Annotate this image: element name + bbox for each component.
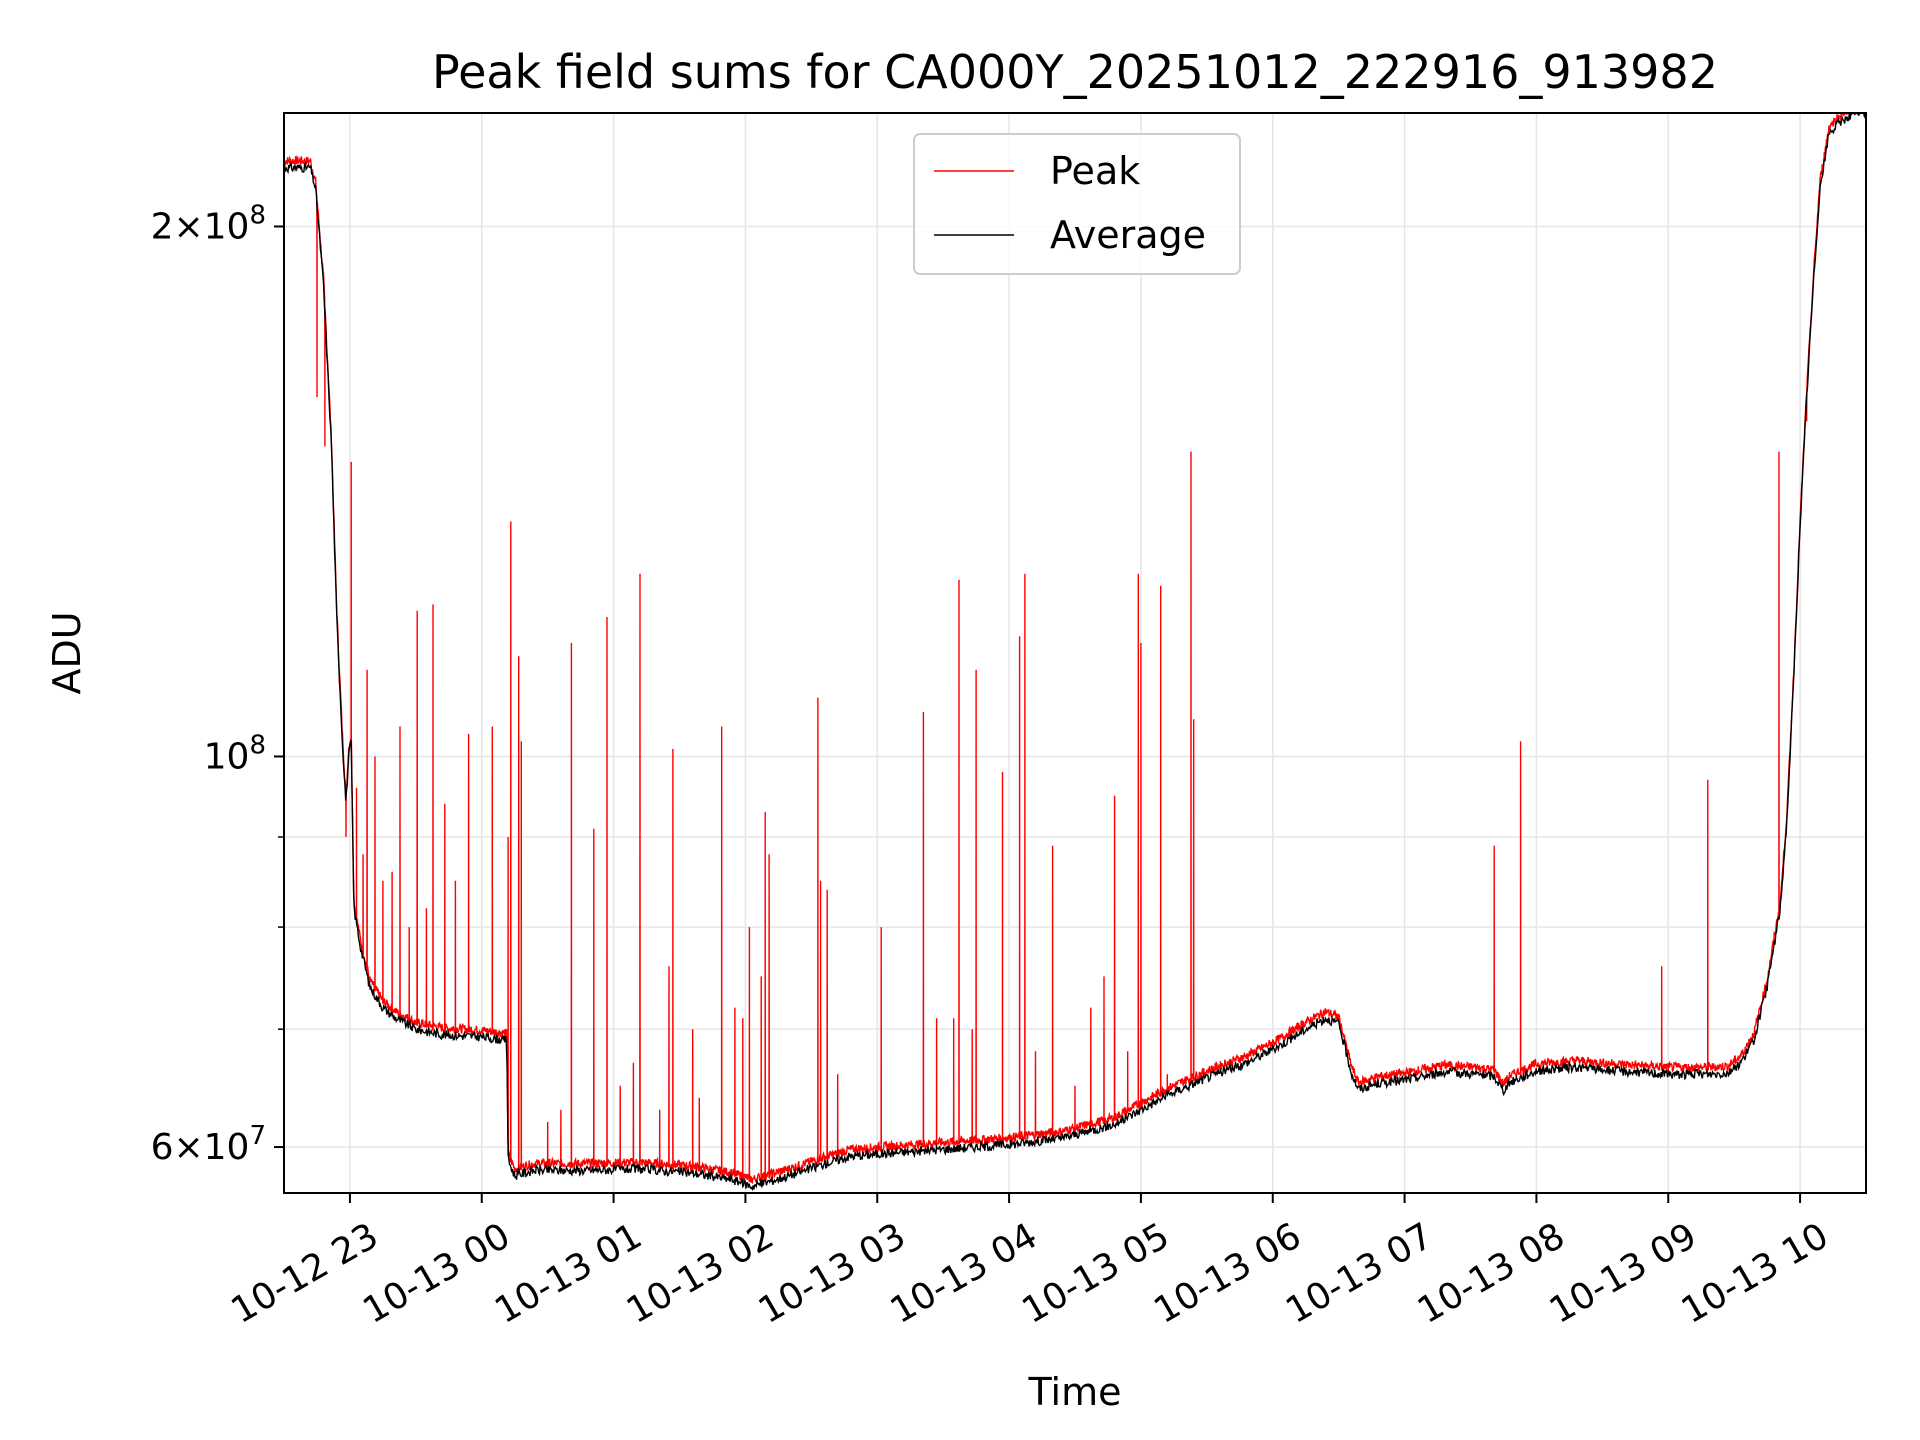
y-tick-mantissa: 2 xyxy=(151,206,174,247)
y-tick-exponent: 7 xyxy=(249,1121,266,1151)
legend-label-peak: Peak xyxy=(1050,149,1140,193)
y-tick-mantissa: 6 xyxy=(151,1127,174,1168)
plot-frame xyxy=(283,112,1867,1194)
y-tick-exponent: 8 xyxy=(249,200,266,230)
series-line-average xyxy=(284,113,1866,1192)
legend-box xyxy=(913,133,1241,275)
legend-label-average: Average xyxy=(1050,213,1206,257)
y-tick-exponent: 8 xyxy=(249,730,266,760)
plot-lines xyxy=(284,113,1866,1192)
chart-title: Peak field sums for CA000Y_20251012_2229… xyxy=(432,45,1718,99)
y-tick-label: 108 xyxy=(204,730,266,777)
legend: Peak Average xyxy=(913,133,1241,275)
y-tick-label: 6×107 xyxy=(151,1121,266,1168)
y-axis-label: ADU xyxy=(45,611,89,694)
x-axis-label: Time xyxy=(1028,1370,1122,1414)
y-axis-ticks: 6×107 108 2×108 xyxy=(151,200,284,1168)
y-tick-label: 2×108 xyxy=(151,200,266,247)
